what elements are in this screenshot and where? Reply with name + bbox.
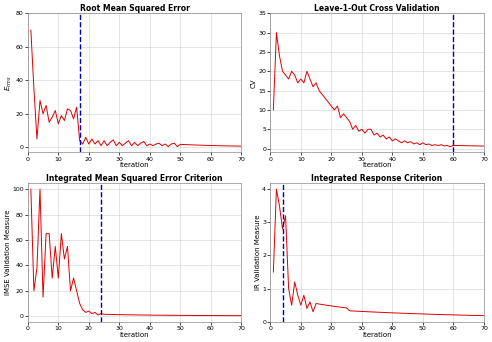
X-axis label: Iteration: Iteration bbox=[362, 332, 392, 338]
X-axis label: Iteration: Iteration bbox=[120, 332, 150, 338]
Y-axis label: IMSE Validation Measure: IMSE Validation Measure bbox=[4, 210, 11, 295]
X-axis label: Iteration: Iteration bbox=[362, 162, 392, 168]
Title: Leave-1-Out Cross Validation: Leave-1-Out Cross Validation bbox=[314, 4, 440, 13]
Y-axis label: $E_{rms}$: $E_{rms}$ bbox=[4, 75, 14, 91]
Title: Integrated Mean Squared Error Criterion: Integrated Mean Squared Error Criterion bbox=[46, 174, 223, 183]
Title: Root Mean Squared Error: Root Mean Squared Error bbox=[80, 4, 189, 13]
Y-axis label: IR Validation Measure: IR Validation Measure bbox=[255, 215, 261, 290]
X-axis label: Iteration: Iteration bbox=[120, 162, 150, 168]
Y-axis label: CV: CV bbox=[251, 78, 257, 88]
Title: Integrated Response Criterion: Integrated Response Criterion bbox=[311, 174, 443, 183]
